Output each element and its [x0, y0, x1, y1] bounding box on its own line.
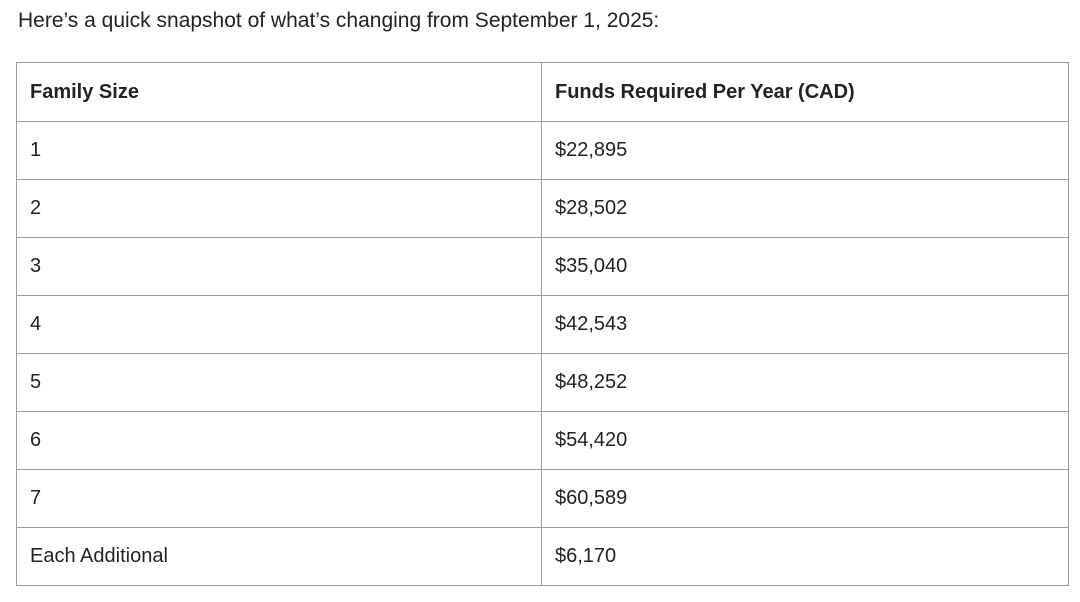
table-row: 2 $28,502: [16, 179, 1069, 238]
family-size-cell: 2: [16, 179, 542, 238]
funds-cell: $48,252: [541, 353, 1069, 412]
family-size-cell: 6: [16, 411, 542, 470]
funds-cell: $22,895: [541, 121, 1069, 180]
header-funds-required: Funds Required Per Year (CAD): [541, 62, 1069, 122]
table-row: 7 $60,589: [16, 469, 1069, 528]
table-row: 4 $42,543: [16, 295, 1069, 354]
table-row: 1 $22,895: [16, 121, 1069, 180]
funds-cell: $6,170: [541, 527, 1069, 586]
family-size-cell: 7: [16, 469, 542, 528]
family-size-cell: Each Additional: [16, 527, 542, 586]
family-size-cell: 4: [16, 295, 542, 354]
table-row: Each Additional $6,170: [16, 527, 1069, 586]
table-row: 6 $54,420: [16, 411, 1069, 470]
funds-cell: $54,420: [541, 411, 1069, 470]
table-row: 3 $35,040: [16, 237, 1069, 296]
family-size-cell: 3: [16, 237, 542, 296]
funds-cell: $28,502: [541, 179, 1069, 238]
funds-cell: $35,040: [541, 237, 1069, 296]
header-row: Family Size Funds Required Per Year (CAD…: [16, 62, 1069, 122]
intro-text: Here’s a quick snapshot of what’s changi…: [18, 9, 660, 32]
table-body: 1 $22,895 2 $28,502 3 $35,040 4 $42,543 …: [16, 121, 1069, 586]
table-row: 5 $48,252: [16, 353, 1069, 412]
funds-cell: $42,543: [541, 295, 1069, 354]
funds-cell: $60,589: [541, 469, 1069, 528]
family-size-cell: 5: [16, 353, 542, 412]
header-family-size: Family Size: [16, 62, 542, 122]
table-header: Family Size Funds Required Per Year (CAD…: [16, 62, 1069, 122]
funds-table: Family Size Funds Required Per Year (CAD…: [16, 62, 1069, 586]
family-size-cell: 1: [16, 121, 542, 180]
